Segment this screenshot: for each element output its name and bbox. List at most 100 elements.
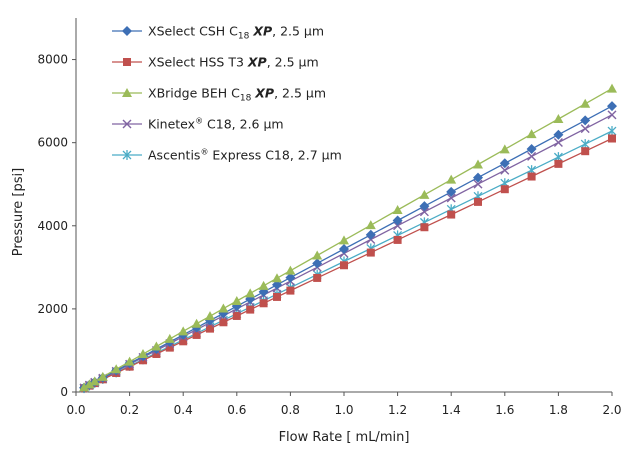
series-1: [79, 101, 617, 393]
data-point: [272, 279, 282, 290]
data-point: [392, 204, 403, 214]
y-tick-label: 0: [60, 385, 68, 399]
data-point: [313, 273, 322, 282]
x-tick-label: 1.4: [442, 403, 461, 417]
data-point: [526, 143, 537, 154]
data-point: [607, 101, 617, 112]
data-point: [205, 311, 215, 321]
data-point: [446, 193, 456, 203]
data-point: [231, 295, 242, 305]
data-point: [111, 364, 122, 374]
data-point: [79, 382, 90, 392]
legend-marker: [122, 150, 132, 160]
data-point: [285, 272, 296, 283]
x-tick-label: 1.0: [334, 403, 353, 417]
legend-marker: [122, 88, 132, 97]
legend-item-5: Ascentis® Express C18, 2.7 μm: [112, 148, 342, 163]
data-point: [218, 303, 229, 313]
x-tick-label: 1.8: [549, 403, 568, 417]
legend-label: Ascentis® Express C18, 2.7 μm: [148, 148, 342, 163]
x-tick-label: 0.0: [66, 403, 85, 417]
legend-label: XBridge BEH C18 XP, 2.5 μm: [148, 86, 326, 104]
data-point: [178, 326, 189, 336]
y-tick-label: 6000: [37, 136, 68, 150]
data-point: [527, 172, 536, 181]
data-point: [246, 305, 255, 314]
data-point: [446, 174, 457, 184]
data-point: [164, 333, 175, 343]
y-tick-label: 4000: [37, 219, 68, 233]
legend-item-1: XSelect CSH C18 XP, 2.5 μm: [112, 24, 324, 42]
legend-marker: [123, 58, 131, 66]
x-tick-label: 0.4: [174, 403, 193, 417]
x-axis: 0.0 0.2 0.4 0.6 0.8 1.0 1.2 1.4 1.6 1.8 2.0: [66, 391, 622, 417]
data-point: [192, 330, 201, 339]
data-point: [340, 261, 348, 270]
x-tick-label: 0.6: [227, 403, 246, 417]
data-point: [89, 376, 100, 386]
data-point: [500, 185, 509, 194]
legend-marker: [122, 119, 132, 129]
series-3: [79, 83, 617, 392]
legend: XSelect CSH C18 XP, 2.5 μm XSelect HSS T3…: [112, 24, 342, 163]
series-layer: [79, 83, 617, 394]
data-point: [392, 215, 403, 226]
data-point: [580, 115, 591, 126]
data-point: [419, 207, 429, 217]
x-tick-label: 1.6: [495, 403, 514, 417]
data-point: [580, 124, 590, 134]
data-point: [151, 341, 162, 351]
legend-label: XSelect CSH C18 XP, 2.5 μm: [148, 24, 324, 42]
data-point: [553, 129, 564, 140]
data-point: [273, 292, 281, 301]
legend-item-4: Kinetex® C18, 2.6 μm: [112, 117, 284, 132]
data-point: [527, 151, 537, 161]
x-axis-title: Flow Rate [ mL/min]: [279, 430, 410, 445]
data-point: [286, 286, 295, 295]
data-point: [393, 235, 402, 244]
data-point: [366, 248, 375, 257]
data-point: [206, 324, 214, 333]
data-point: [473, 159, 483, 169]
data-point: [499, 158, 510, 169]
y-tick-label: 2000: [37, 302, 68, 316]
legend-item-2: XSelect HSS T3 XP, 2.5 μm: [112, 55, 319, 70]
data-point: [365, 229, 376, 240]
data-point: [245, 288, 256, 298]
data-point: [312, 250, 323, 260]
data-point: [446, 186, 457, 197]
data-point: [339, 235, 349, 245]
data-point: [339, 244, 349, 255]
data-point: [607, 110, 617, 120]
data-point: [607, 126, 617, 137]
y-tick-label: 8000: [37, 53, 68, 67]
data-point: [473, 172, 483, 183]
data-point: [84, 379, 95, 389]
data-point: [447, 210, 456, 219]
data-point: [272, 273, 282, 283]
data-point: [473, 179, 483, 189]
y-axis: 0 2000 4000 6000 8000: [37, 18, 77, 399]
x-tick-label: 0.2: [120, 403, 139, 417]
data-point: [165, 343, 174, 352]
data-point: [393, 221, 403, 231]
data-point: [419, 201, 430, 212]
data-point: [553, 113, 564, 123]
x-tick-label: 0.8: [281, 403, 300, 417]
data-point: [258, 280, 269, 290]
data-point: [97, 371, 108, 381]
data-point: [581, 147, 590, 156]
data-point: [312, 258, 323, 269]
data-point: [191, 318, 202, 328]
data-point: [285, 265, 296, 275]
series-5: [79, 126, 617, 394]
legend-label: XSelect HSS T3 XP, 2.5 μm: [148, 55, 319, 70]
data-point: [232, 311, 241, 320]
data-point: [420, 223, 429, 232]
y-axis-title: Pressure [psi]: [11, 168, 26, 256]
legend-marker: [122, 26, 132, 36]
data-point: [259, 299, 268, 308]
x-tick-label: 2.0: [602, 403, 621, 417]
data-point: [553, 138, 563, 148]
